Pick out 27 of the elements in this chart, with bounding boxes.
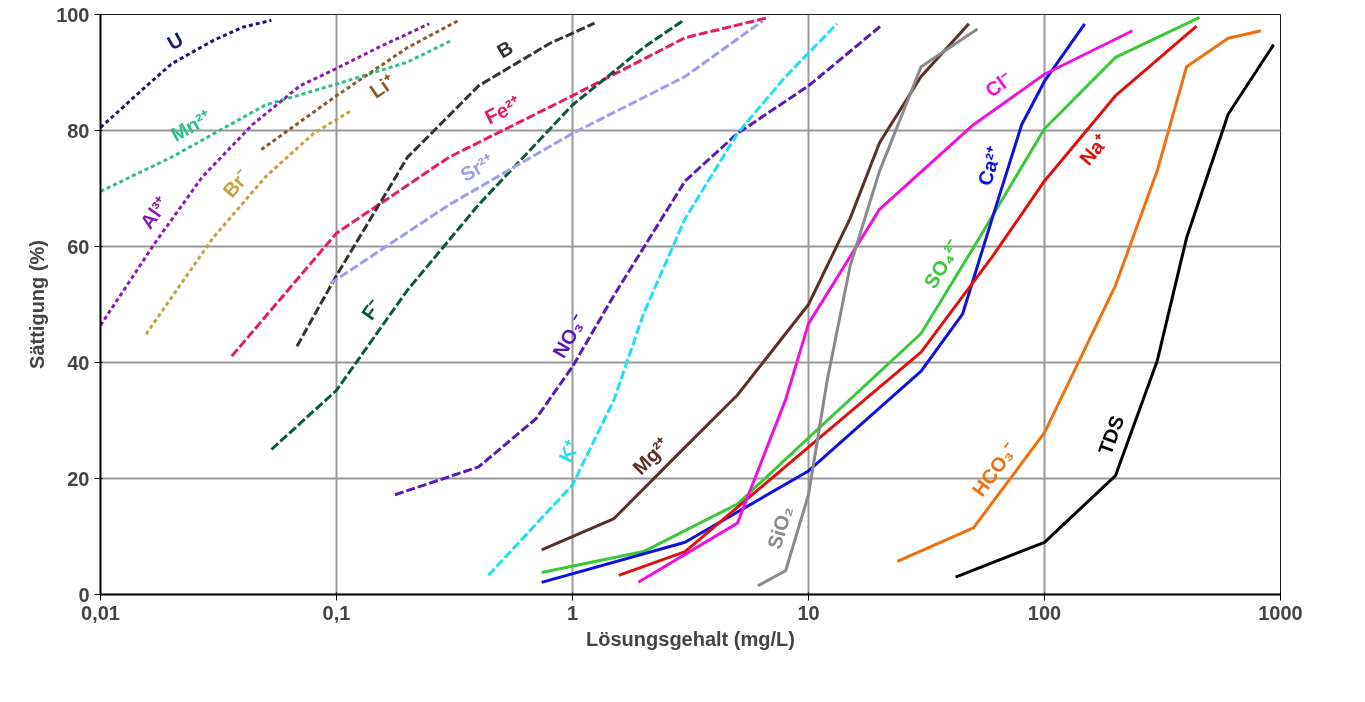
y-axis-title: Sättigung (%)	[26, 240, 49, 369]
text: K⁺	[554, 436, 584, 466]
y-tick-label: 100	[56, 3, 90, 26]
text: B	[493, 36, 517, 63]
x-tick-label: 10	[797, 601, 820, 624]
y-tick-label: 40	[67, 351, 90, 374]
text: F⁻	[357, 295, 387, 324]
text: TDS	[1093, 412, 1129, 458]
text: Na⁺	[1074, 130, 1113, 170]
x-axis-title: Lösungsgehalt (mg/L)	[586, 627, 795, 650]
text: Sr²⁺	[456, 149, 498, 186]
text: Cl⁻	[981, 68, 1016, 102]
text: Ca²⁺	[973, 144, 1007, 189]
text: Mn²⁺	[167, 105, 215, 146]
text: Al³⁺	[135, 192, 174, 233]
x-tick-label: 100	[1027, 601, 1062, 624]
x-tick-label: 1	[566, 601, 579, 624]
text: SiO₂	[763, 503, 797, 552]
text: U	[163, 27, 187, 55]
x-tick-label: 0,1	[322, 601, 351, 624]
text: Br⁻	[218, 165, 254, 202]
text: Fe²⁺	[481, 92, 525, 129]
y-tick-label: 60	[67, 235, 90, 258]
y-tick-label: 20	[67, 467, 90, 490]
text: Li⁺	[365, 70, 399, 103]
y-tick-label: 80	[67, 119, 90, 142]
x-tick-label: 1000	[1258, 601, 1303, 624]
